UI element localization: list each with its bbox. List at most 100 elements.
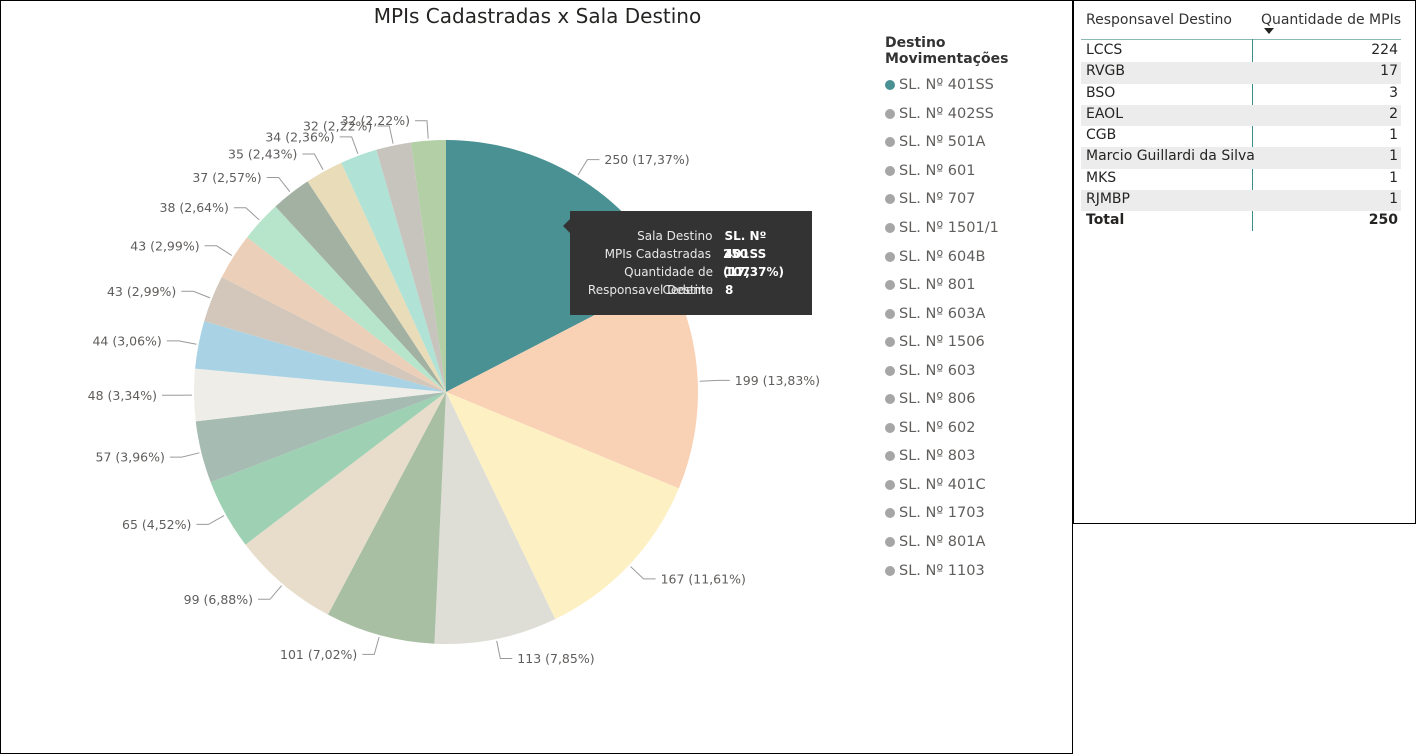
legend-item[interactable]: SL. Nº 604B: [885, 242, 1072, 271]
legend-label: SL. Nº 1501/1: [899, 220, 999, 236]
pie-slice[interactable]: [194, 368, 446, 422]
legend-item[interactable]: SL. Nº 1103: [885, 556, 1072, 585]
column-header-responsavel[interactable]: Responsavel Destino: [1086, 12, 1232, 28]
chart-title: MPIs Cadastradas x Sala Destino: [373, 4, 702, 28]
legend-dot-icon: [885, 108, 895, 119]
pie-slice[interactable]: [446, 140, 670, 392]
legend-label: SL. Nº 603: [899, 362, 976, 379]
tooltip: Sala Destino SL. Nº 401SS MPIs Cadastrad…: [563, 211, 812, 315]
table-row[interactable]: CGB 1: [1081, 126, 1401, 147]
legend-dot-icon: [885, 280, 895, 291]
legend-item[interactable]: SL. Nº 801: [885, 271, 1072, 300]
legend-item[interactable]: SL. Nº 806: [885, 385, 1072, 414]
legend-label: SL. Nº 604B: [899, 248, 986, 265]
data-label: 35 (2,43%): [228, 147, 297, 162]
legend-label: SL. Nº 1506: [899, 334, 985, 351]
chart-panel: MPIs Cadastradas x Sala Destino 250 (17,…: [0, 0, 1073, 754]
data-label: 65 (4,52%): [122, 517, 191, 532]
legend-dot-icon: [885, 537, 895, 548]
legend-item[interactable]: SL. Nº 801A: [885, 528, 1072, 557]
pie-slice[interactable]: [275, 181, 446, 392]
legend-item[interactable]: SL. Nº 602: [885, 414, 1072, 443]
total-value: 250: [1368, 212, 1398, 229]
leader-line: [630, 566, 656, 580]
table-row[interactable]: LCCS 224: [1081, 41, 1401, 62]
leader-line: [166, 340, 197, 345]
pie-slice[interactable]: [446, 276, 698, 489]
column-header-quantidade[interactable]: Quantidade de MPIs: [1260, 12, 1401, 28]
tooltip-label: Sala Destino: [637, 229, 713, 243]
tooltip-value: 107: [725, 265, 751, 279]
legend-item[interactable]: SL. Nº 401C: [885, 471, 1072, 500]
tooltip-value: 8: [725, 283, 734, 297]
leader-line: [169, 452, 200, 458]
leader-line: [258, 585, 282, 600]
tooltip-row-cedente: Quantidade de Cedente 107: [570, 263, 812, 297]
cell-responsavel: MKS: [1086, 169, 1117, 186]
legend-item[interactable]: SL. Nº 501A: [885, 128, 1072, 157]
pie-slice[interactable]: [210, 392, 446, 545]
legend-dot-icon: [885, 165, 895, 176]
legend-dot-icon: [885, 223, 895, 233]
legend-label: SL. Nº 401C: [899, 476, 986, 493]
table-panel: Responsavel Destino Quantidade de MPIs L…: [1073, 0, 1416, 524]
pie-slice[interactable]: [221, 237, 446, 392]
legend-dot-icon: [885, 422, 895, 433]
cell-quantidade: 1: [1389, 127, 1398, 144]
table-row[interactable]: MKS 1: [1081, 169, 1401, 190]
table-row[interactable]: EAOL 2: [1081, 104, 1401, 127]
leader-line: [362, 636, 380, 655]
pie-slice[interactable]: [341, 149, 446, 392]
legend-item[interactable]: SL. Nº 707: [885, 185, 1072, 214]
cell-quantidade: 3: [1389, 84, 1398, 101]
legend-item[interactable]: SL. Nº 603A: [885, 299, 1072, 328]
pie-slice[interactable]: [204, 277, 446, 392]
legend-item[interactable]: SL. Nº 401SS: [885, 71, 1072, 100]
table-row[interactable]: RVGB 17: [1081, 62, 1401, 84]
pie-slice[interactable]: [410, 140, 446, 392]
data-label: 199 (13,83%): [735, 373, 820, 388]
legend-item[interactable]: SL. Nº 1501/1: [885, 214, 1072, 243]
pie-slice[interactable]: [376, 142, 446, 392]
pie-slice[interactable]: [247, 206, 446, 392]
cell-quantidade: 1: [1389, 148, 1398, 165]
cell-quantidade: 224: [1371, 42, 1398, 58]
data-label: 37 (2,57%): [192, 170, 261, 185]
legend-item[interactable]: SL. Nº 601: [885, 157, 1072, 186]
pie-slice[interactable]: [245, 392, 446, 615]
pie-slice[interactable]: [307, 162, 446, 392]
cell-responsavel: Marcio Guillardi da Silva: [1086, 148, 1255, 165]
legend-item[interactable]: SL. Nº 1703: [885, 499, 1072, 528]
legend-label: SL. Nº 801A: [899, 534, 986, 551]
table-row[interactable]: Marcio Guillardi da Silva 1: [1081, 147, 1401, 169]
data-label: 167 (11,61%): [661, 571, 746, 586]
legend: Destino Movimentações SL. Nº 401SS SL. Nº…: [885, 35, 1072, 585]
tooltip-value: SL. Nº 401SS: [724, 229, 767, 261]
pie-slice[interactable]: [446, 392, 679, 620]
legend-dot-icon: [885, 137, 895, 148]
legend-label: SL. Nº 803: [899, 448, 976, 465]
legend-item[interactable]: SL. Nº 803: [885, 442, 1072, 471]
leader-line: [377, 125, 394, 144]
legend-item[interactable]: SL. Nº 1506: [885, 328, 1072, 357]
table-row[interactable]: RJMBP 1: [1081, 190, 1401, 212]
legend-item[interactable]: SL. Nº 402SS: [885, 100, 1072, 129]
sort-desc-icon[interactable]: [1264, 28, 1274, 34]
cell-responsavel: EAOL: [1086, 105, 1123, 122]
pie-slice[interactable]: [434, 392, 556, 644]
legend-label: SL. Nº 707: [899, 191, 976, 208]
legend-dot-icon: [885, 337, 895, 348]
tooltip-row-sala: Sala Destino SL. Nº 401SS: [570, 227, 812, 261]
leader-line: [496, 640, 513, 659]
pie-slice[interactable]: [195, 392, 446, 483]
table-row[interactable]: BSO 3: [1081, 84, 1401, 105]
legend-dot-icon: [885, 308, 895, 319]
leader-line: [415, 120, 429, 139]
legend-label: SL. Nº 806: [899, 391, 976, 408]
data-label: 101 (7,02%): [280, 647, 357, 662]
data-label: 250 (17,37%): [604, 152, 689, 167]
legend-item[interactable]: SL. Nº 603: [885, 356, 1072, 385]
data-label: 99 (6,88%): [184, 592, 253, 607]
pie-slice[interactable]: [327, 392, 446, 644]
pie-slice[interactable]: [195, 321, 446, 392]
